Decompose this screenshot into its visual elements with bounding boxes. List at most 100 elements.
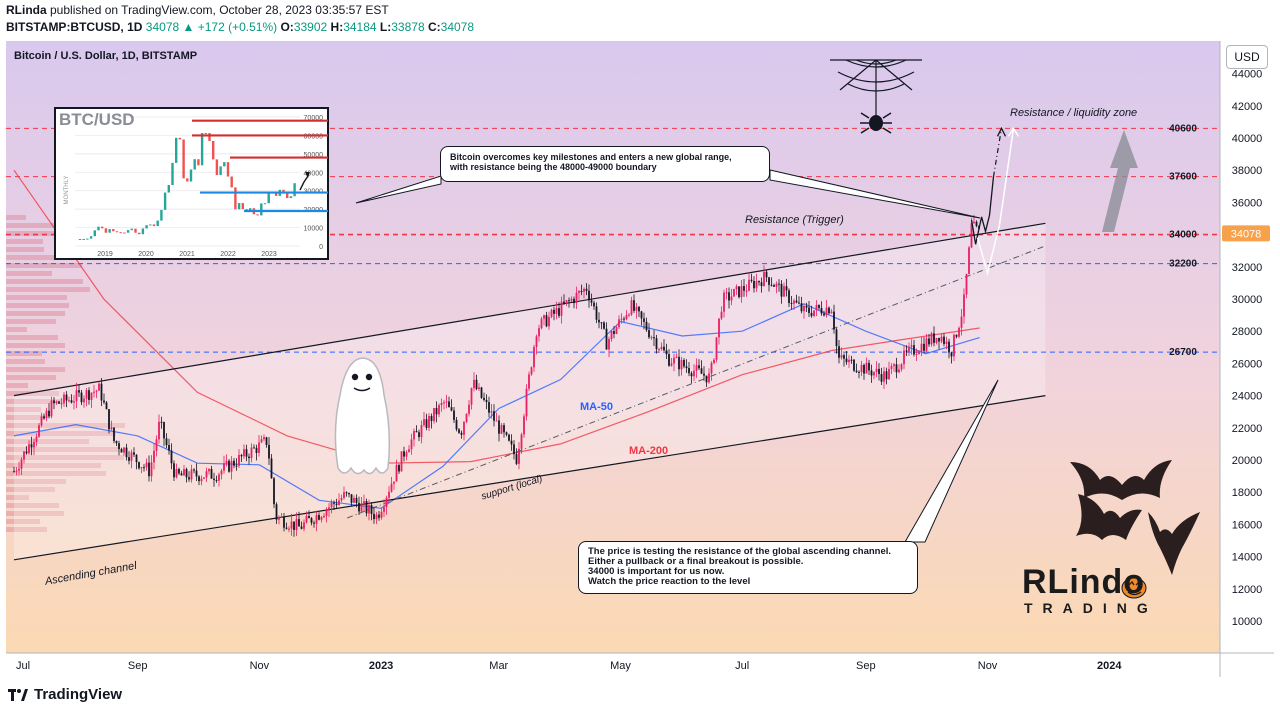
ma200-label: MA-200 (629, 445, 669, 457)
candle-body (873, 372, 875, 376)
candle-body (543, 315, 545, 319)
volume-profile-bar (6, 335, 58, 340)
candle-body (185, 469, 188, 478)
candle-body (603, 322, 605, 329)
candle-body (330, 502, 333, 508)
candle-body (510, 440, 513, 445)
candle-body (320, 517, 323, 520)
candle-body (438, 405, 440, 415)
candle-body (363, 501, 365, 504)
candle-body (635, 306, 638, 311)
inset-tick-label: 10000 (304, 226, 324, 233)
level-label: 26700 (1169, 347, 1197, 358)
candle-body (673, 357, 675, 364)
bottom-note-line-3: 34000 is important for us now. (588, 566, 725, 577)
inset-candle (171, 162, 174, 186)
candle-body (305, 516, 308, 523)
candle-body (388, 491, 390, 498)
candle-body (23, 451, 25, 460)
candle-body (680, 359, 683, 370)
price-axis[interactable]: 10000 12000 14000 16000 18000 20000 22000 24000… (1169, 69, 1270, 628)
candle-body (400, 451, 403, 472)
candle-body (810, 312, 813, 316)
candle-body (760, 282, 763, 287)
candle-body (890, 366, 893, 369)
candle-body (863, 364, 865, 374)
candle-body (55, 401, 58, 404)
volume-profile-bar (6, 223, 57, 228)
candle-body (433, 408, 435, 422)
candle-body (788, 290, 790, 304)
candle-body (140, 467, 143, 469)
candle-body (465, 413, 468, 422)
pumpkin-icon (1121, 577, 1147, 599)
candle-body (408, 449, 410, 453)
candle-body (240, 454, 243, 457)
candle-body (828, 307, 830, 314)
time-tick-label: Mar (489, 660, 508, 672)
candle-body (703, 373, 705, 376)
candle-body (653, 337, 655, 339)
candle-body (110, 427, 113, 430)
inset-candle (234, 187, 237, 210)
inset-candle (197, 159, 200, 166)
last-price: 34078 (145, 20, 180, 34)
level-label: 34000 (1169, 230, 1197, 241)
candle-body (498, 420, 500, 434)
candle-body (488, 402, 490, 413)
tradingview-footer[interactable]: TradingView (8, 686, 122, 703)
currency-button[interactable]: USD (1226, 45, 1268, 69)
time-tick-label: Sep (856, 660, 876, 672)
candle-body (473, 379, 475, 389)
volume-profile-bar (6, 383, 28, 388)
inset-title: BTC/USD (59, 110, 135, 129)
volume-profile-bar (6, 255, 65, 260)
candle-body (348, 492, 350, 495)
inset-candle (263, 203, 267, 205)
low-label: L: (379, 20, 392, 34)
ma50-label: MA-50 (580, 401, 614, 413)
candle-body (413, 430, 415, 440)
published-text: published on TradingView.com, October 28… (46, 3, 389, 17)
candle-body (53, 400, 55, 404)
candle-body (220, 470, 223, 475)
publish-info: RLinda published on TradingView.com, Oct… (6, 3, 389, 17)
candle-body (180, 473, 183, 476)
candle-body (95, 390, 98, 392)
candle-body (933, 333, 935, 343)
candle-body (768, 277, 770, 285)
low-value: 33878 (391, 20, 425, 34)
price-tick-label: 10000 (1232, 616, 1263, 628)
candle-body (870, 370, 873, 376)
time-tick-label: Jul (735, 660, 749, 672)
time-tick-label: Jul (16, 660, 30, 672)
candle-body (855, 370, 858, 372)
candle-body (895, 364, 898, 373)
candle-body (905, 350, 908, 352)
candle-body (198, 476, 200, 482)
candle-body (533, 346, 535, 368)
candle-body (165, 438, 168, 446)
publisher-name[interactable]: RLinda (6, 3, 47, 17)
candle-body (480, 387, 483, 398)
volume-profile-bar (6, 479, 66, 484)
candle-body (710, 363, 713, 374)
time-axis[interactable]: Jul Sep Nov 2023 Mar May Jul Sep Nov 2024 (16, 660, 1122, 672)
candle-body (540, 318, 543, 329)
volume-profile-bar (6, 399, 64, 404)
volume-profile-bar (6, 375, 56, 380)
candle-body (68, 400, 70, 402)
volume-profile-bar (6, 495, 29, 500)
candle-body (643, 318, 645, 322)
volume-profile-bar (6, 247, 44, 252)
inset-candle (260, 203, 263, 216)
candle-body (295, 519, 298, 530)
inset-candle (126, 230, 130, 233)
price-tick-label: 20000 (1232, 455, 1263, 467)
candle-body (770, 284, 773, 286)
candle-body (818, 304, 820, 308)
candle-body (705, 375, 708, 383)
candle-body (645, 321, 648, 331)
candle-body (63, 394, 65, 404)
